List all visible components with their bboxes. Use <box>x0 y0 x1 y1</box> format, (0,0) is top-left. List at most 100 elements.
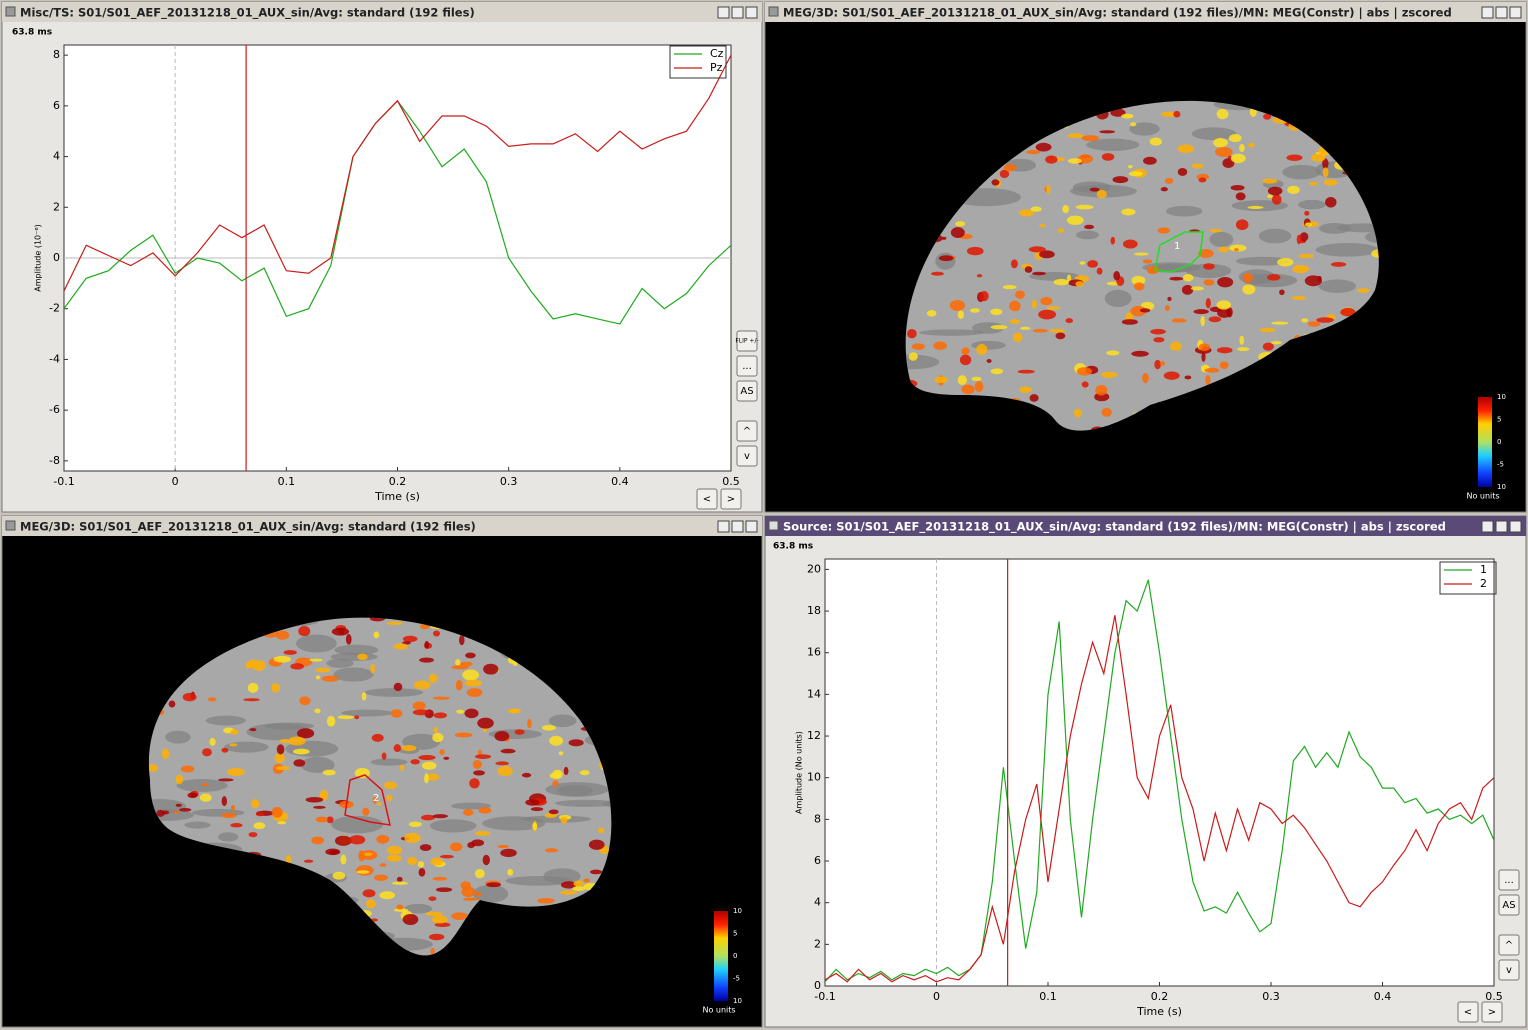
tool-button[interactable] <box>1498 959 1520 981</box>
window-button[interactable] <box>1495 520 1508 533</box>
activation <box>1190 286 1205 291</box>
tool-button[interactable] <box>736 380 758 402</box>
tool-button-label[interactable]: ^ <box>1505 940 1513 951</box>
tool-button-label[interactable]: v <box>744 451 750 462</box>
tool-button-label[interactable]: ^ <box>743 426 751 437</box>
activation <box>1154 359 1161 370</box>
window-button[interactable] <box>745 6 758 19</box>
window-button[interactable] <box>717 520 730 533</box>
activation <box>460 881 471 890</box>
sulcus <box>205 715 246 726</box>
activation <box>276 630 290 640</box>
sulcus <box>1318 279 1357 293</box>
activation <box>1213 137 1228 148</box>
activation <box>1142 372 1149 384</box>
activation <box>156 809 165 817</box>
activation <box>971 376 982 382</box>
activation <box>588 839 605 850</box>
activation <box>459 635 465 646</box>
tool-button[interactable] <box>1498 934 1520 956</box>
legend-box <box>669 45 727 79</box>
activation <box>1233 248 1239 252</box>
sulcus <box>1282 164 1321 180</box>
tool-button-label[interactable]: < <box>703 494 711 505</box>
x-tick-label: 0.2 <box>389 475 407 488</box>
tool-button-label[interactable]: AS <box>1502 900 1515 911</box>
tool-button[interactable] <box>736 420 758 442</box>
tool-button-label[interactable]: FLIP +/- <box>735 338 758 345</box>
tool-button[interactable] <box>1481 1001 1503 1023</box>
activation <box>430 857 444 866</box>
window-icon <box>768 6 779 17</box>
sulcus <box>333 667 374 682</box>
window-button[interactable] <box>1509 6 1522 19</box>
activation <box>396 904 404 910</box>
activation <box>358 850 365 862</box>
activation <box>1019 386 1032 393</box>
activation <box>1079 261 1086 265</box>
window-button[interactable] <box>731 520 744 533</box>
activation <box>408 821 422 827</box>
sulcus <box>264 722 315 730</box>
activation <box>961 347 970 355</box>
legend-label: 1 <box>1480 563 1487 576</box>
tool-button[interactable] <box>1498 869 1520 891</box>
tool-button[interactable] <box>736 445 758 467</box>
window-button[interactable] <box>1481 6 1494 19</box>
tool-button[interactable] <box>696 488 718 510</box>
activation <box>243 698 260 702</box>
tool-button-label[interactable]: AS <box>740 386 753 397</box>
tool-button-label[interactable]: ... <box>742 361 752 372</box>
activation <box>1073 408 1082 418</box>
tool-button-label[interactable]: > <box>727 494 735 505</box>
activation <box>1131 275 1146 286</box>
activation <box>544 848 559 853</box>
colorbar-tick-label: 10 <box>1497 483 1506 491</box>
activation <box>1325 197 1337 208</box>
activation <box>417 861 425 868</box>
activation <box>583 878 590 883</box>
tool-button-label[interactable]: v <box>1506 965 1512 976</box>
y-tick-label: 4 <box>53 150 60 163</box>
activation <box>430 947 435 955</box>
tool-button[interactable] <box>736 330 758 352</box>
activation <box>434 922 451 928</box>
activation <box>1287 185 1300 194</box>
activation <box>530 807 544 812</box>
title-bar <box>765 2 1526 22</box>
activation <box>949 299 966 311</box>
title-bar <box>2 2 762 22</box>
sulcus <box>451 802 492 810</box>
tool-button[interactable] <box>736 355 758 377</box>
window-button[interactable] <box>1481 520 1494 533</box>
y-tick-label: 4 <box>814 896 821 909</box>
activation <box>548 809 559 815</box>
sulcus <box>1104 289 1132 307</box>
tool-button-label[interactable]: ... <box>1504 875 1514 886</box>
activation <box>393 744 402 752</box>
title-bar <box>765 516 1526 536</box>
window-button[interactable] <box>745 520 758 533</box>
window-button[interactable] <box>1495 6 1508 19</box>
activation <box>1177 167 1188 176</box>
sulcus <box>1298 199 1326 210</box>
tool-button[interactable] <box>1498 894 1520 916</box>
activation <box>337 715 355 720</box>
tool-button[interactable] <box>1457 1001 1479 1023</box>
activation <box>1075 204 1094 210</box>
activation <box>1218 246 1230 253</box>
window-button[interactable] <box>731 6 744 19</box>
activation <box>552 780 559 787</box>
activation <box>1167 296 1172 301</box>
window-button[interactable] <box>1509 520 1522 533</box>
window-button[interactable] <box>717 6 730 19</box>
activation <box>1267 194 1273 199</box>
tool-button-label[interactable]: > <box>1488 1007 1496 1018</box>
activation <box>590 869 603 875</box>
activation <box>402 913 419 925</box>
tool-button[interactable] <box>720 488 742 510</box>
activation <box>1277 258 1294 267</box>
activation <box>221 796 228 807</box>
tool-button-label[interactable]: < <box>1464 1007 1472 1018</box>
y-tick-label: 16 <box>807 646 821 659</box>
